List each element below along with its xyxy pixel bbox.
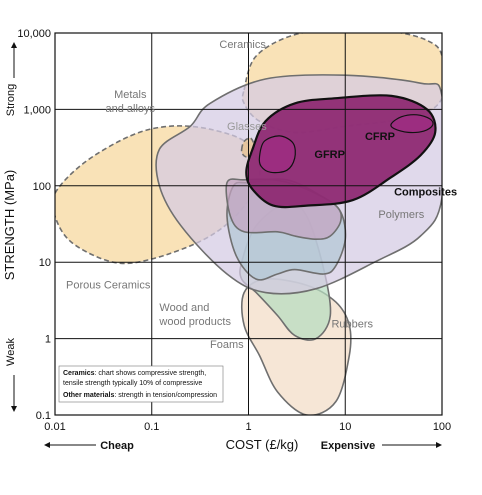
x-axis-title: COST (£/kg): [226, 437, 299, 452]
y-axis-arrow-up: [11, 42, 17, 78]
x-tick-label: 100: [433, 421, 451, 433]
label-gfrp: GFRP: [314, 149, 345, 161]
label-wood-and-wood-products: Wood and wood products: [158, 302, 231, 328]
x-tick-label: 0.01: [44, 421, 65, 433]
x-axis-high-label: Expensive: [321, 440, 375, 452]
x-tick-label: 10: [339, 421, 351, 433]
x-axis-arrow-right: [382, 442, 442, 448]
label-metals-and-alloys: Metals and alloys: [106, 89, 156, 115]
y-tick-label: 1: [45, 334, 51, 346]
region-composites: [245, 94, 437, 209]
y-tick-label: 0.1: [36, 410, 51, 422]
note-line1-bold: Ceramics: [63, 370, 95, 377]
note-line2: tensile strength typically 10% of compre…: [63, 380, 202, 387]
label-foams: Foams: [210, 339, 244, 351]
x-axis-low-label: Cheap: [100, 440, 134, 452]
svg-text:Other materials: strength in t: Other materials: strength in tension/com…: [63, 392, 217, 399]
note-line1: : chart shows compressive strength,: [95, 370, 207, 377]
y-tick-label: 10,000: [17, 28, 51, 40]
svg-text:Ceramics: chart shows compress: Ceramics: chart shows compressive streng…: [63, 370, 206, 377]
y-axis-low-label: Weak: [5, 338, 17, 366]
label-rubbers: Rubbers: [331, 318, 373, 330]
region-gfrp: [258, 135, 296, 174]
y-tick-label: 10: [39, 257, 51, 269]
region-cfrp: [390, 114, 434, 134]
y-tick-label: 1,000: [23, 104, 51, 116]
label-ceramics: Ceramics: [219, 39, 266, 51]
x-tick-label: 1: [245, 421, 251, 433]
y-tick-label: 100: [33, 181, 51, 193]
label-cfrp: CFRP: [365, 131, 395, 143]
x-tick-label: 0.1: [144, 421, 159, 433]
label-polymers: Polymers: [378, 209, 424, 221]
y-axis-high-label: Strong: [5, 84, 17, 116]
y-axis-title: STRENGTH (MPa): [2, 170, 17, 281]
note-box: Ceramics: chart shows compressive streng…: [58, 365, 224, 403]
label-glasses: Glasses: [227, 121, 267, 133]
label-porous-ceramics: Porous Ceramics: [66, 280, 151, 292]
x-axis-arrow-left: [44, 442, 96, 448]
y-axis-arrow-down: [11, 375, 17, 412]
label-composites: Composites: [394, 186, 457, 198]
note-line3-bold: Other materials: [63, 392, 114, 399]
note-line3: : strength in tension/compression: [114, 392, 217, 399]
plot-frame: [54, 32, 443, 416]
